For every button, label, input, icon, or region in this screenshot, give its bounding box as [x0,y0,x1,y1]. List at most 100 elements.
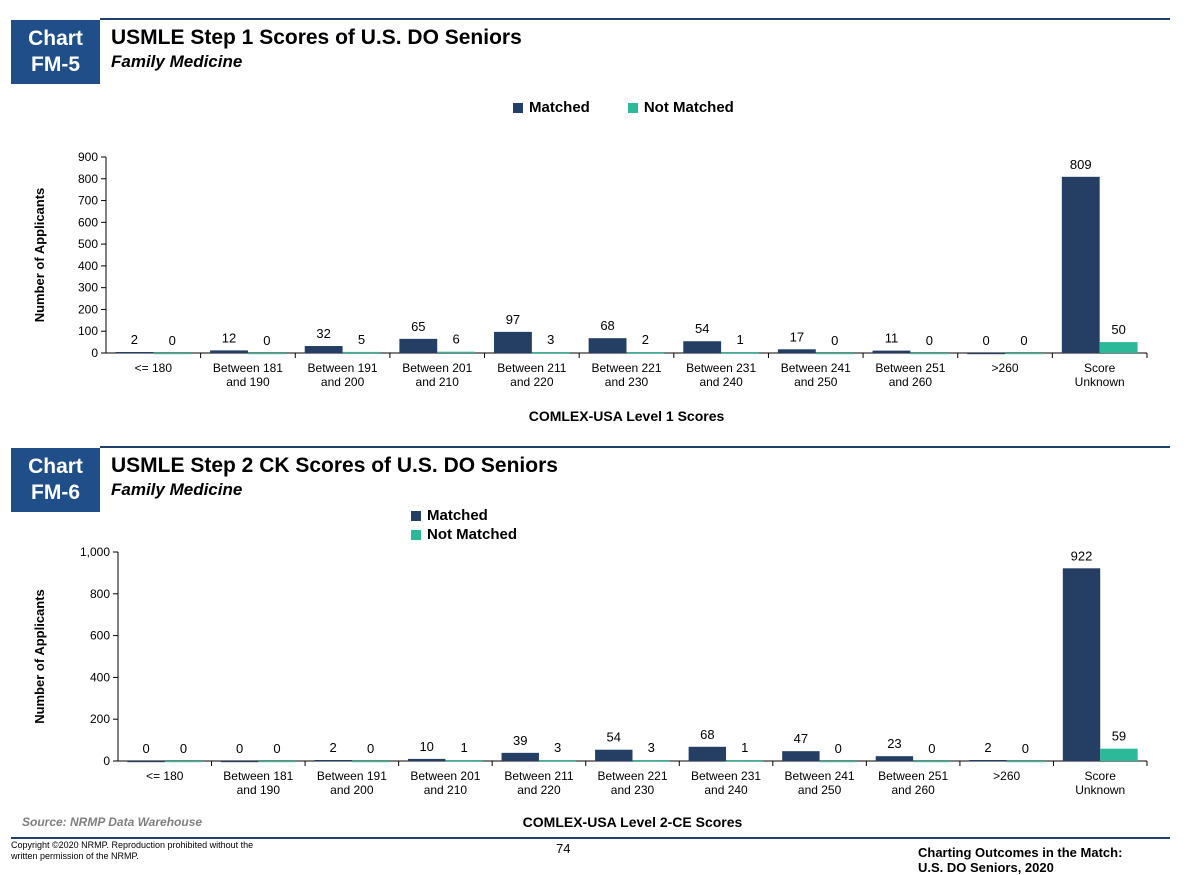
data-label-not-matched: 0 [1020,333,1027,348]
bar-matched [210,350,248,353]
data-label-matched: 68 [700,727,714,742]
chart-legend: Matched Not Matched [411,506,517,544]
data-label-not-matched: 1 [461,740,468,755]
page-number: 74 [556,841,571,856]
data-label-not-matched: 50 [1111,322,1125,337]
bar-matched [407,758,446,761]
data-label-not-matched: 3 [547,332,554,347]
y-tick-label: 100 [78,324,98,338]
badge-line-2: FM-6 [31,481,80,504]
legend-swatch-matched [411,510,421,521]
chart-fm5-section: Chart FM-5 USMLE Step 1 Scores of U.S. D… [0,0,1200,428]
data-label-not-matched: 0 [1022,741,1029,756]
x-tick-label: and 210 [424,783,468,797]
chart-subtitle: Family Medicine [111,52,243,71]
chart-fm6-section: Chart FM-6 USMLE Step 2 CK Scores of U.S… [0,428,1200,828]
x-tick-label: Between 231 [686,361,756,375]
x-tick-label: >260 [992,361,1019,375]
data-label-matched: 2 [131,332,138,347]
x-tick-label: and 250 [794,375,838,389]
x-tick-label: Score [1084,361,1116,375]
footer-rule [11,837,1170,839]
data-label-not-matched: 3 [554,740,561,755]
x-tick-label: Between 241 [781,361,851,375]
bar-not-matched [1006,761,1045,763]
x-tick-label: Between 251 [878,769,948,783]
data-label-matched: 68 [600,318,614,333]
bar-not-matched [437,351,476,353]
data-label-not-matched: 0 [928,741,935,756]
legend-swatch-not-matched [627,102,638,113]
x-tick-label: and 250 [798,783,842,797]
bar-matched [588,338,627,353]
bar-matched [304,346,343,353]
bar-not-matched [342,351,381,354]
chart-badge: Chart FM-5 [11,20,100,84]
legend-label-not-matched: Not Matched [427,526,517,543]
x-tick-label: Between 191 [317,769,387,783]
chart-title: USMLE Step 1 Scores of U.S. DO Seniors [111,26,522,49]
data-label-not-matched: 59 [1112,729,1126,744]
data-label-not-matched: 2 [642,332,649,347]
bar-matched [399,338,438,353]
legend-swatch-matched [513,102,523,113]
copyright-line-2: written permission of the NRMP. [11,851,139,861]
bar-not-matched [1099,342,1138,353]
data-label-not-matched: 0 [273,741,280,756]
bar-not-matched [153,353,192,355]
bar-matched [875,756,914,761]
bar-not-matched [815,353,854,355]
data-label-not-matched: 6 [453,332,460,347]
bar-not-matched [913,761,951,763]
data-label-matched: 0 [236,741,243,756]
data-label-matched: 65 [411,319,425,334]
legend-item-not-matched: Not Matched [411,525,517,544]
publication-title: Charting Outcomes in the Match: U.S. DO … [918,845,1122,875]
badge-line-1: Chart [28,455,83,478]
y-tick-label: 400 [90,670,110,684]
x-tick-label: Between 221 [597,769,667,783]
x-tick-label: and 230 [611,783,655,797]
bar-matched [969,760,1007,762]
chart-subtitle: Family Medicine [111,480,243,499]
data-label-matched: 17 [790,329,804,344]
data-label-matched: 47 [794,731,808,746]
x-tick-label: and 200 [321,375,365,389]
bar-matched [777,349,816,353]
bar-not-matched [351,761,390,763]
x-tick-label: Between 211 [497,361,566,375]
bar-not-matched [1005,353,1043,355]
x-tick-label: Between 181 [213,361,283,375]
data-label-not-matched: 0 [835,741,842,756]
bar-matched [782,751,820,761]
bar-matched [1061,176,1100,353]
data-label-matched: 12 [222,330,236,345]
x-tick-label: and 220 [517,783,561,797]
y-tick-label: 800 [90,587,110,601]
y-tick-label: 1,000 [80,545,110,559]
legend-swatch-not-matched [411,529,421,540]
bar-not-matched [1100,748,1138,761]
bar-matched [683,341,722,353]
y-tick-label: 0 [91,346,98,360]
x-tick-label: <= 180 [135,361,173,375]
data-label-matched: 10 [419,739,433,754]
bar-matched [115,352,154,354]
chart-title: USMLE Step 2 CK Scores of U.S. DO Senior… [111,454,558,477]
header-rule [100,446,1170,448]
x-tick-label: Unknown [1075,375,1125,389]
badge-line-2: FM-5 [31,53,80,76]
bar-not-matched [626,352,665,354]
y-tick-label: 800 [78,172,98,186]
data-label-not-matched: 1 [741,740,748,755]
x-tick-label: Between 231 [691,769,761,783]
data-label-matched: 11 [885,331,899,346]
y-tick-label: 300 [78,281,98,295]
y-tick-label: 400 [78,259,98,273]
y-tick-label: 0 [103,754,110,768]
publication-line-1: Charting Outcomes in the Match: [918,845,1123,860]
legend-label-matched: Matched [427,507,488,524]
x-tick-label: and 190 [237,783,281,797]
